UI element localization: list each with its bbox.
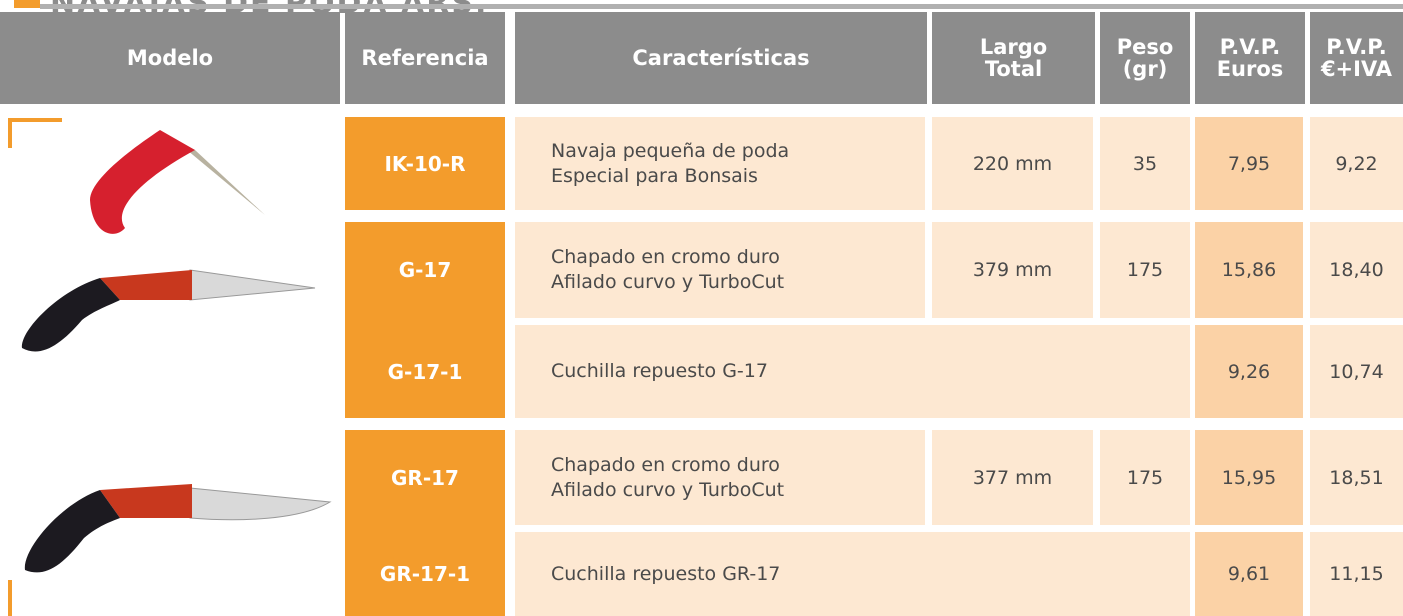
- price-vat: 10,74: [1310, 325, 1403, 418]
- description: Cuchilla repuesto G-17: [515, 325, 1190, 418]
- column-header: Largo Total: [932, 12, 1095, 104]
- price: 15,95: [1195, 430, 1303, 525]
- description-line: Cuchilla repuesto GR-17: [551, 562, 781, 585]
- length-text: 379 mm: [972, 259, 1053, 281]
- header-text: Euros: [1216, 57, 1284, 81]
- description: Cuchilla repuesto GR-17: [515, 532, 1190, 616]
- description-line: Cuchilla repuesto G-17: [551, 360, 768, 382]
- price-vat-text: 11,15: [1329, 563, 1384, 585]
- description: Navaja pequeña de poda Especial para Bons…: [515, 117, 925, 210]
- price-vat-text: 10,74: [1329, 360, 1384, 383]
- weight: 35: [1100, 117, 1190, 210]
- reference: G-17-1: [345, 325, 505, 418]
- price-vat: 9,22: [1310, 117, 1403, 210]
- reference-text: G-17-1: [387, 359, 463, 384]
- price-vat-text: 18,51: [1329, 466, 1384, 489]
- ref-block: [345, 430, 505, 616]
- column-header: Modelo: [0, 12, 340, 104]
- price: 9,26: [1195, 325, 1303, 418]
- weight-text: 175: [1126, 466, 1164, 489]
- reference-text: IK-10-R: [384, 151, 466, 176]
- header-text: P.V.P.: [1326, 35, 1387, 59]
- price-vat-text: 18,40: [1329, 259, 1384, 281]
- price-vat: 11,15: [1310, 532, 1403, 616]
- price-vat-text: 9,22: [1335, 152, 1378, 175]
- description-line: Especial para Bonsais: [551, 164, 758, 187]
- ref-block: [345, 222, 505, 418]
- reference-text: G-17: [398, 258, 452, 282]
- description-line: Chapado en cromo duro: [551, 246, 780, 268]
- header-text: Características: [632, 46, 810, 70]
- column-header: P.V.P. €+IVA: [1310, 12, 1403, 104]
- column-header: Referencia: [345, 12, 505, 104]
- price-text: 9,26: [1227, 360, 1271, 383]
- description-line: Afilado curvo y TurboCut: [551, 478, 785, 501]
- images: [8, 118, 332, 616]
- reference-text: GR-17-1: [379, 562, 471, 586]
- price: 15,86: [1195, 222, 1303, 318]
- length: 379 mm: [932, 222, 1093, 318]
- header-text: Peso: [1116, 35, 1174, 59]
- length: 220 mm: [932, 117, 1093, 210]
- header-text: Referencia: [361, 46, 489, 70]
- ref-block: [345, 117, 505, 210]
- description-line: Afilado curvo y TurboCut: [551, 271, 785, 293]
- price-text: 15,95: [1221, 466, 1277, 489]
- header-text: (gr): [1122, 57, 1168, 81]
- weight-text: 35: [1132, 152, 1158, 175]
- header-text: Total: [984, 57, 1043, 81]
- weight: 175: [1100, 222, 1190, 318]
- price: 7,95: [1195, 117, 1303, 210]
- price-text: 9,61: [1227, 563, 1271, 585]
- weight: 175: [1100, 430, 1190, 525]
- description: Chapado en cromo duro Afilado curvo y Tur…: [515, 430, 925, 525]
- price-vat: 18,40: [1310, 222, 1403, 318]
- reference-text: GR-17: [391, 465, 459, 490]
- column-header: P.V.P. Euros: [1195, 12, 1305, 104]
- column-header: Características: [515, 12, 927, 104]
- length-text: 220 mm: [972, 152, 1053, 175]
- header-text: P.V.P.: [1219, 35, 1281, 59]
- reference: IK-10-R: [345, 117, 505, 210]
- price-text: 15,86: [1221, 259, 1277, 281]
- header-text: Modelo: [126, 46, 214, 70]
- price-vat: 18,51: [1310, 430, 1403, 525]
- description-line: Navaja pequeña de poda: [551, 139, 790, 162]
- price-text: 7,95: [1227, 152, 1271, 175]
- price: 9,61: [1195, 532, 1303, 616]
- title-rule: [40, 4, 1403, 9]
- column-header: Peso (gr): [1100, 12, 1190, 104]
- weight-text: 175: [1126, 259, 1164, 281]
- description: Chapado en cromo duro Afilado curvo y Tur…: [515, 222, 925, 318]
- description-line: Chapado en cromo duro: [551, 453, 780, 476]
- reference: GR-17: [345, 430, 505, 525]
- title-marker: [14, 0, 40, 8]
- reference: GR-17-1: [345, 532, 505, 616]
- header-text: Largo: [979, 35, 1048, 59]
- header-text: €+IVA: [1320, 57, 1393, 81]
- reference: G-17: [345, 222, 505, 318]
- length-text: 377 mm: [972, 466, 1053, 489]
- length: 377 mm: [932, 430, 1093, 525]
